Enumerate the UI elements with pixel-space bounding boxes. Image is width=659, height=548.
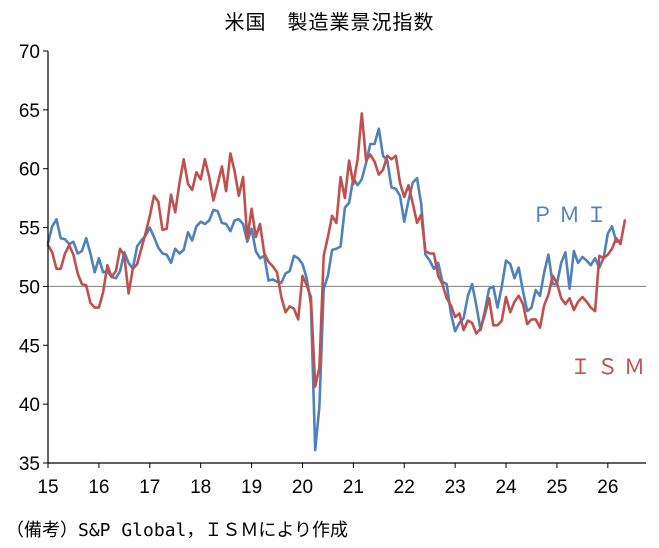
x-tick-label: 26: [597, 477, 618, 498]
y-tick-label: 40: [19, 395, 40, 416]
y-tick-label: 55: [19, 219, 40, 240]
chart-source-note: （備考）S&P Global，ＩＳＭにより作成: [6, 520, 349, 541]
x-tick-label: 25: [546, 477, 567, 498]
y-tick-label: 60: [19, 160, 40, 181]
series-label-ism: ＩＳＭ: [570, 355, 651, 379]
y-tick-label: 45: [19, 336, 40, 357]
x-tick-label: 21: [343, 477, 364, 498]
x-tick-label: 17: [139, 477, 160, 498]
y-tick-label: 65: [19, 101, 40, 122]
plot-area: [48, 51, 646, 463]
series-label-pmi: ＰＭＩ: [532, 203, 613, 227]
x-tick-label: 24: [495, 477, 517, 498]
y-tick-label: 70: [19, 42, 40, 63]
x-tick-label: 22: [394, 477, 415, 498]
y-tick-label: 35: [19, 454, 40, 475]
series-line-ism: [46, 112, 627, 388]
x-tick-label: 23: [445, 477, 466, 498]
x-tick-label: 16: [88, 477, 109, 498]
chart-title: 米国 製造業景況指数: [224, 10, 435, 34]
y-tick-label: 50: [19, 277, 40, 298]
x-tick-label: 20: [292, 477, 313, 498]
x-tick-label: 15: [37, 477, 58, 498]
x-tick-label: 18: [190, 477, 211, 498]
x-tick-label: 19: [241, 477, 262, 498]
